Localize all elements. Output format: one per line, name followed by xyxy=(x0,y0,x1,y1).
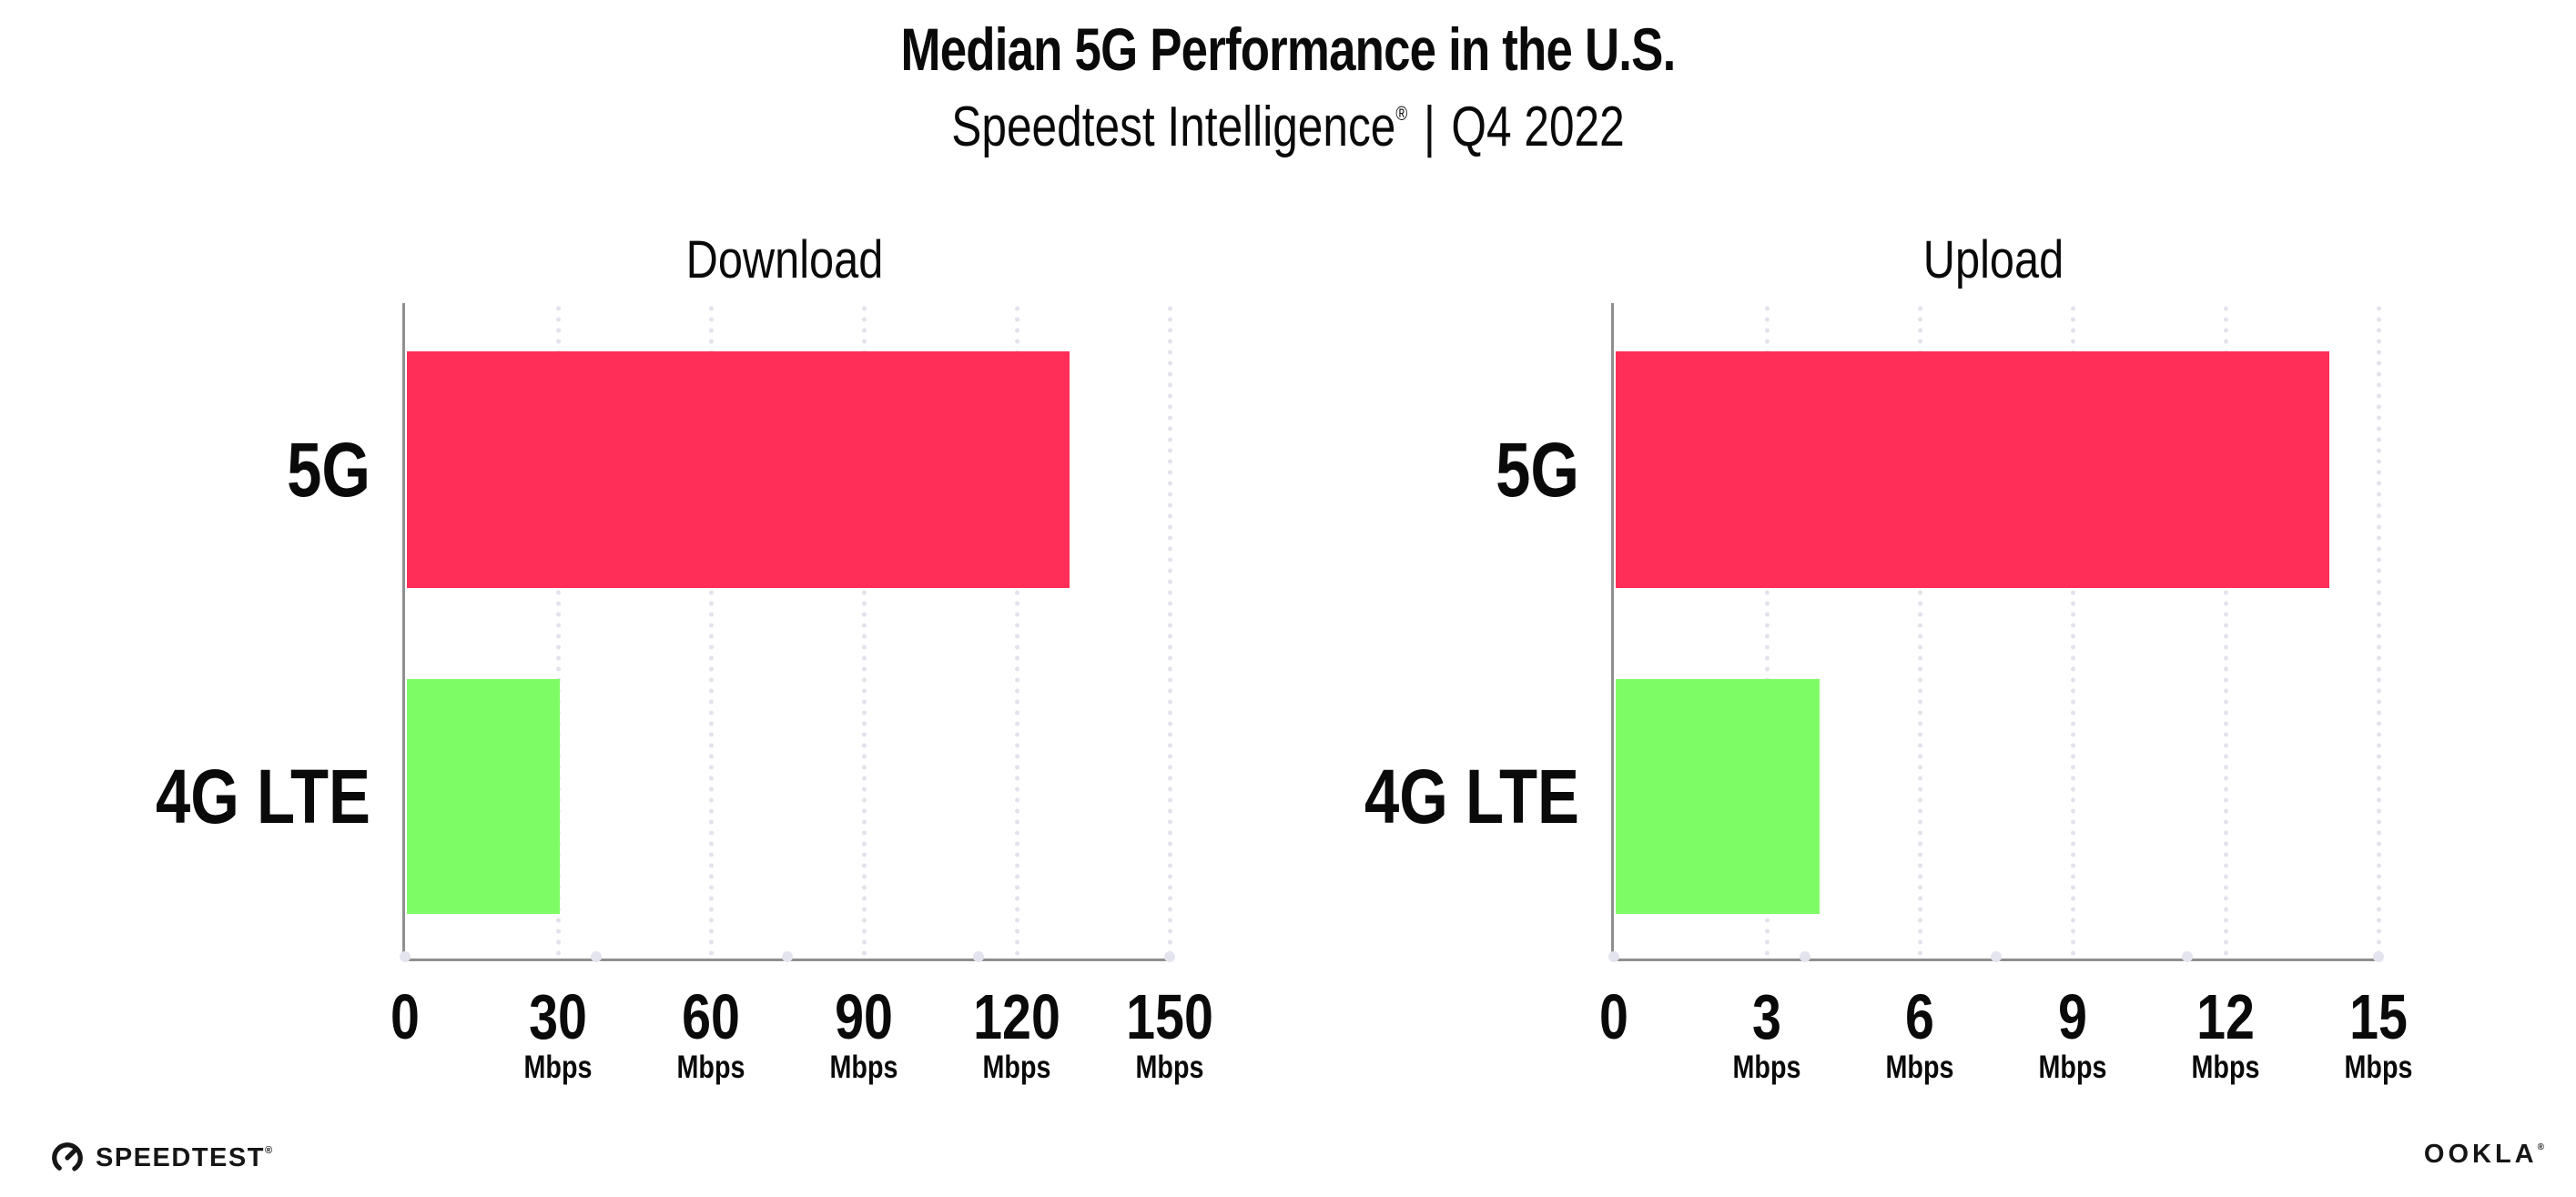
x-tick-unit-6: Mbps xyxy=(1885,1050,1954,1085)
x-tick-0: 0 xyxy=(1599,981,1628,1052)
x-tick-unit-120: Mbps xyxy=(982,1050,1051,1085)
x-tick-unit-12: Mbps xyxy=(2191,1050,2260,1085)
bar-5g-upload xyxy=(1616,351,2329,588)
gridline-90-mbps xyxy=(860,303,867,961)
gridline-9-mbps xyxy=(2069,303,2076,961)
category-label-5g: 5G xyxy=(287,427,370,512)
speedtest-logo-text: SPEEDTEST® xyxy=(96,1142,274,1172)
category-label-5g: 5G xyxy=(1496,427,1579,512)
axis-marker-dot xyxy=(1991,951,2002,962)
gridline-12-mbps xyxy=(2222,303,2229,961)
gridline-60-mbps xyxy=(707,303,715,961)
ookla-registered-mark: ® xyxy=(2537,1142,2544,1152)
gridline-30-mbps xyxy=(554,303,562,961)
x-tick-150: 150 xyxy=(1126,981,1213,1052)
subtitle-period: Q4 2022 xyxy=(1451,96,1625,158)
axis-marker-dot xyxy=(591,951,602,962)
axis-marker-dot xyxy=(2182,951,2193,962)
gridline-120-mbps xyxy=(1013,303,1020,961)
category-label-4g-lte: 4G LTE xyxy=(155,754,370,839)
bar-4g-lte-download xyxy=(407,679,560,914)
x-tick-6: 6 xyxy=(1905,981,1934,1052)
axis-marker-dot xyxy=(1800,951,1810,962)
ookla-logo-text: OOKLA xyxy=(2423,1140,2538,1169)
x-tick-unit-90: Mbps xyxy=(829,1050,898,1085)
speedtest-gauge-icon xyxy=(52,1142,83,1173)
x-tick-unit-60: Mbps xyxy=(676,1050,745,1085)
speedtest-logo: SPEEDTEST® xyxy=(50,1141,274,1175)
x-tick-unit-15: Mbps xyxy=(2344,1050,2413,1085)
subtitle-brand: Speedtest Intelligence xyxy=(951,96,1396,158)
gridline-15-mbps xyxy=(2375,303,2382,961)
x-tick-9: 9 xyxy=(2058,981,2087,1052)
x-tick-unit-150: Mbps xyxy=(1135,1050,1204,1085)
chart-title-upload: Upload xyxy=(1922,230,2064,289)
bar-4g-lte-upload xyxy=(1616,679,1820,914)
category-label-4g-lte: 4G LTE xyxy=(1364,754,1579,839)
speedtest-registered-mark: ® xyxy=(264,1144,274,1156)
axis-marker-dot xyxy=(973,951,984,962)
chart-title-download: Download xyxy=(685,230,884,289)
x-tick-unit-30: Mbps xyxy=(523,1050,593,1085)
axis-marker-dot xyxy=(782,951,793,962)
ookla-logo: OOKLA® xyxy=(2424,1140,2544,1170)
axis-marker-dot xyxy=(2373,951,2384,962)
x-tick-30: 30 xyxy=(529,981,587,1052)
bar-5g-download xyxy=(407,351,1070,588)
x-tick-unit-9: Mbps xyxy=(2038,1050,2107,1085)
page-subtitle: Speedtest Intelligence® | Q4 2022 xyxy=(487,95,2089,159)
x-tick-60: 60 xyxy=(682,981,740,1052)
download-plot-area: 0 30 Mbps 60 Mbps 90 Mbps 120 Mbps 150 Mbps 5G 4G LT… xyxy=(156,303,1213,1084)
x-tick-0: 0 xyxy=(390,981,420,1052)
page-title: Median 5G Performance in the U.S. xyxy=(900,15,1677,83)
x-tick-12: 12 xyxy=(2196,981,2255,1052)
x-tick-120: 120 xyxy=(973,981,1060,1052)
gridline-6-mbps xyxy=(1916,303,1923,961)
x-tick-unit-3: Mbps xyxy=(1732,1050,1801,1085)
subtitle-separator: | xyxy=(1423,96,1435,158)
upload-plot-area: 0 3 Mbps 6 Mbps 9 Mbps 12 Mbps 15 Mbps 5G 4G LTE xyxy=(1364,303,2412,1084)
x-tick-90: 90 xyxy=(835,981,893,1052)
registered-mark: ® xyxy=(1395,102,1408,125)
x-tick-3: 3 xyxy=(1752,981,1781,1052)
axis-marker-dot xyxy=(1608,951,1619,962)
axis-marker-dot xyxy=(400,951,411,962)
axis-marker-dot xyxy=(1164,951,1175,962)
gridline-150-mbps xyxy=(1166,303,1173,961)
gridline-3-mbps xyxy=(1763,303,1770,961)
x-tick-15: 15 xyxy=(2349,981,2408,1052)
